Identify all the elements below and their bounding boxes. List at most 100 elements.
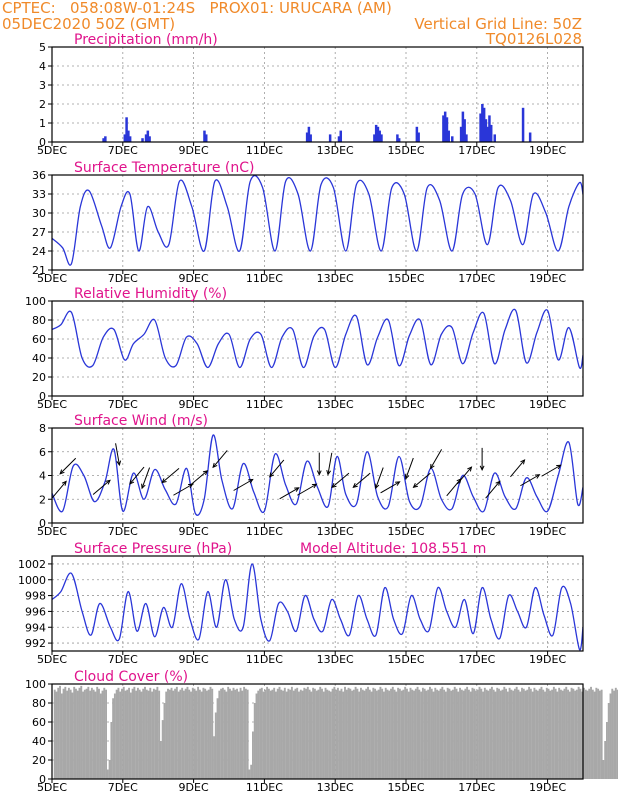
cloud-bar	[505, 688, 508, 779]
x-tick-label: 9DEC	[179, 398, 209, 411]
cloud-bar	[492, 689, 495, 779]
cloud-bar	[513, 688, 516, 779]
cloud-bar	[252, 731, 254, 779]
x-tick-label: 13DEC	[317, 525, 354, 538]
cloud-bar	[289, 689, 292, 779]
cloud-bar	[313, 688, 316, 779]
precip-bar	[484, 119, 488, 142]
x-tick-label: 15DEC	[387, 653, 424, 666]
cloud-bar	[322, 691, 325, 779]
cloud-bar	[225, 691, 228, 779]
y-tick-label: 1002	[18, 558, 46, 571]
cloud-bar	[257, 690, 260, 779]
precip-bar	[373, 134, 376, 142]
header-line1: CPTEC: 058:08W-01:24S PROX01: URUCARA (A…	[2, 0, 392, 17]
x-tick-label: 17DEC	[458, 653, 495, 666]
cloud-bar	[457, 691, 460, 779]
cloud-bar	[193, 688, 196, 779]
precip-bar	[479, 113, 482, 142]
cloud-bar	[524, 690, 527, 779]
x-tick-label: 19DEC	[529, 144, 566, 157]
cloud-bar	[129, 692, 132, 779]
cloud-bar	[179, 689, 182, 779]
cloud-bar	[144, 686, 146, 779]
y-tick-label: 6	[39, 446, 46, 459]
cloud-bar	[78, 687, 81, 779]
y-tick-label: 0	[39, 390, 46, 403]
wind-arrow-head	[59, 469, 65, 475]
cloud-bar	[370, 691, 373, 779]
wind-arrow-shaft	[405, 457, 414, 479]
cloud-bar	[221, 687, 224, 779]
wind-arrow-head	[352, 483, 358, 489]
cloud-bar	[290, 686, 293, 779]
cloud-bar	[614, 687, 617, 779]
cloud-bar	[152, 688, 155, 779]
cloud-bar	[207, 689, 210, 779]
wind-arrow-head	[187, 483, 194, 489]
cloud-bar	[570, 687, 573, 779]
cloud-bar	[244, 688, 247, 779]
cloud-bar	[83, 689, 86, 779]
rh-series-line	[52, 308, 583, 370]
cloud-bar	[533, 687, 536, 779]
wind-arrow-shaft	[190, 470, 208, 486]
cloud-bar	[598, 690, 601, 779]
y-tick-label: 80	[32, 314, 46, 327]
cloud-bar	[561, 690, 564, 779]
cloud-bar	[583, 687, 585, 779]
precip-bar	[127, 130, 130, 142]
cloud-bar	[246, 689, 249, 779]
x-tick-label: 13DEC	[317, 781, 354, 794]
panel-frame	[51, 46, 584, 143]
cloud-bar	[406, 688, 408, 779]
wind-arrow-head	[395, 481, 401, 486]
precip-bar	[128, 136, 132, 142]
precip-bar	[374, 124, 378, 142]
cloud-bar	[110, 722, 113, 779]
cloud-bar	[517, 689, 520, 779]
y-tick-label: 24	[32, 245, 46, 258]
wind-arrow-shaft	[51, 481, 67, 499]
cloud-bar	[158, 690, 161, 779]
cloud-bar	[283, 687, 286, 779]
wind-arrow-shaft	[212, 450, 228, 468]
precip-bar	[461, 111, 465, 142]
wind-arrow-shaft	[380, 481, 400, 494]
x-tick-label: 5DEC	[37, 272, 67, 285]
wind-arrow-head	[520, 459, 526, 465]
cloud-bar	[188, 689, 191, 779]
header-datetime: 05DEC2020 50Z (GMT)	[2, 15, 176, 33]
x-tick-label: 15DEC	[387, 398, 424, 411]
x-tick-label: 13DEC	[317, 144, 354, 157]
cloud-bar	[429, 686, 431, 779]
cloud-bar	[128, 687, 131, 779]
precip-bar	[482, 107, 486, 142]
cloud-bar	[372, 687, 375, 779]
cloud-bar	[414, 688, 417, 779]
precip-bar	[123, 134, 127, 142]
x-tick-label: 5DEC	[37, 525, 67, 538]
cloud-bar	[600, 689, 603, 779]
cloud-bar	[551, 689, 554, 779]
cloud-bar	[167, 688, 169, 779]
cloud-bar	[324, 687, 327, 779]
cloud-bar	[455, 688, 458, 779]
cloud-bar	[223, 689, 226, 779]
x-tick-label: 17DEC	[458, 781, 495, 794]
cloud-bar	[303, 687, 306, 779]
wind-arrow-shaft	[141, 467, 151, 489]
cloud-bar	[501, 689, 504, 779]
cloud-bar	[591, 689, 594, 779]
cloud-bar	[398, 688, 401, 779]
x-tick-label: 9DEC	[179, 272, 209, 285]
cloud-bar	[182, 690, 185, 779]
precip-bar	[305, 132, 309, 142]
cloud-bar	[336, 687, 339, 779]
cloud-bar	[103, 687, 106, 779]
cloud-bar	[487, 690, 490, 779]
cloud-bar	[448, 688, 451, 779]
model-altitude: Model Altitude: 108.551 m	[300, 541, 486, 557]
cloud-bar	[345, 689, 348, 779]
wind-arrow-head	[141, 483, 146, 490]
